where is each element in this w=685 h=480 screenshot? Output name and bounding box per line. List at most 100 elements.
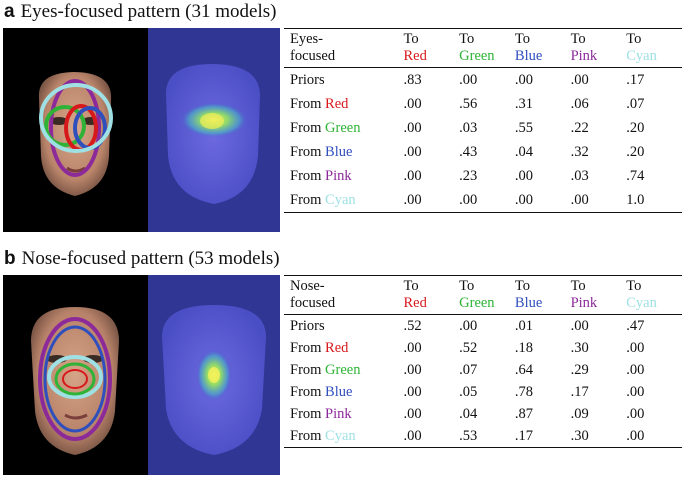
- table-cell: .52: [403, 318, 422, 334]
- col-header-blue: To Blue: [514, 31, 543, 64]
- table-cell: .23: [459, 168, 478, 184]
- table-cell: .00: [570, 318, 589, 334]
- table-cell: .00: [626, 340, 645, 356]
- col-header-green: To Green: [459, 278, 495, 311]
- table-cell: .01: [514, 318, 534, 334]
- nose-focused-figure: [3, 275, 280, 475]
- table-row-from-blue: From Blue .00 .05 .78 .17 .00: [284, 381, 682, 403]
- face-with-fixation-circles: [3, 275, 148, 475]
- table-cell: .87: [514, 406, 534, 422]
- blue-region: [43, 325, 107, 433]
- table-cell: .17: [626, 72, 645, 88]
- red-region: [62, 369, 88, 389]
- table-cell: .05: [459, 384, 478, 400]
- table-row-from-blue: From Blue .00 .43 .04 .32 .20: [284, 140, 682, 164]
- table-cell: .00: [626, 384, 645, 400]
- heatmap-face: [148, 275, 280, 475]
- table-cell: .64: [514, 362, 534, 378]
- heatmap-face: [148, 28, 280, 232]
- face-fixation-illustration: [38, 72, 113, 196]
- table-cell: .04: [459, 406, 478, 422]
- table-cell: .30: [570, 428, 589, 444]
- row-label: From Pink: [290, 168, 352, 184]
- corner-header: Eyes-focused: [290, 31, 336, 64]
- table-cell: .04: [514, 144, 534, 160]
- left-eye: [50, 117, 68, 125]
- table-cell: .00: [514, 192, 534, 208]
- panel-a-heading: a Eyes-focused pattern (31 models): [4, 0, 276, 24]
- table-cell: .00: [626, 406, 645, 422]
- table-cell: .56: [459, 96, 478, 112]
- table-cell: .06: [570, 96, 589, 112]
- panel-b: b Nose-focused pattern (53 models): [0, 247, 685, 480]
- row-label: From Red: [290, 96, 349, 112]
- table-cell: .47: [626, 318, 645, 334]
- green-region: [44, 105, 86, 147]
- table-row-priors: Priors .52 .00 .01 .00 .47: [284, 314, 682, 338]
- table-cell: .00: [514, 72, 534, 88]
- pink-region: [49, 79, 101, 177]
- cyan-region: [39, 83, 113, 153]
- table-row-priors: Priors .83 .00 .00 .00 .17: [284, 67, 682, 93]
- table-header-row: Nose-focused To Red To Green To Blue To Pink…: [284, 275, 682, 315]
- row-label: From Green: [290, 362, 361, 378]
- row-label: From Cyan: [290, 428, 356, 444]
- table-cell: 1.0: [626, 192, 645, 208]
- nose-peak: [208, 367, 220, 383]
- transition-table-b: Nose-focused To Red To Green To Blue To Pink…: [284, 275, 682, 448]
- panel-letter: a: [4, 1, 15, 22]
- table-cell: .00: [570, 192, 589, 208]
- table-cell: .00: [403, 192, 422, 208]
- col-header-pink: To Pink: [570, 31, 598, 64]
- row-label: From Blue: [290, 144, 353, 160]
- col-header-blue: To Blue: [514, 278, 543, 311]
- col-header-red: To Red: [403, 278, 427, 311]
- heatmap-illustration: [166, 64, 260, 204]
- table-cell: .31: [514, 96, 534, 112]
- table-cell: .20: [626, 120, 645, 136]
- col-header-cyan: To Cyan: [626, 31, 657, 64]
- table-cell: .74: [626, 168, 645, 184]
- mouth: [64, 413, 88, 420]
- table-row-from-green: From Green .00 .07 .64 .29 .00: [284, 359, 682, 381]
- table-cell: .00: [403, 340, 422, 356]
- col-header-green: To Green: [459, 31, 495, 64]
- table-row-from-green: From Green .00 .03 .55 .22 .20: [284, 116, 682, 140]
- table-cell: .32: [570, 144, 589, 160]
- eyes-peak: [200, 113, 224, 129]
- table-cell: .00: [459, 318, 478, 334]
- table-cell: .52: [459, 340, 478, 356]
- cyan-region: [47, 355, 103, 399]
- green-region: [54, 362, 96, 396]
- face-with-fixation-circles: [3, 28, 148, 232]
- table-cell: .55: [514, 120, 534, 136]
- panel-title: Nose-focused pattern (53 models): [21, 248, 280, 269]
- table-row-from-cyan: From Cyan .00 .53 .17 .30 .00: [284, 425, 682, 448]
- table-cell: .03: [570, 168, 589, 184]
- table-cell: .00: [403, 168, 422, 184]
- row-label: From Cyan: [290, 192, 356, 208]
- row-label: From Pink: [290, 406, 352, 422]
- row-label: From Red: [290, 340, 349, 356]
- table-cell: .18: [514, 340, 534, 356]
- row-label: Priors: [290, 318, 325, 334]
- table-row-from-red: From Red .00 .52 .18 .30 .00: [284, 337, 682, 359]
- table-cell: .07: [626, 96, 645, 112]
- panel-a: a Eyes-focused pattern (31 models): [0, 0, 685, 235]
- table-row-from-red: From Red .00 .56 .31 .06 .07: [284, 92, 682, 116]
- heatmap-illustration: [162, 305, 266, 455]
- table-row-from-pink: From Pink .00 .23 .00 .03 .74: [284, 164, 682, 188]
- panel-b-heading: b Nose-focused pattern (53 models): [4, 247, 280, 271]
- table-cell: .83: [403, 72, 422, 88]
- table-cell: .22: [570, 120, 589, 136]
- pink-region: [38, 317, 112, 441]
- panel-title: Eyes-focused pattern (31 models): [20, 1, 277, 22]
- table-cell: .00: [403, 144, 422, 160]
- table-cell: .00: [403, 96, 422, 112]
- table-cell: .00: [459, 192, 478, 208]
- row-label: From Blue: [290, 384, 353, 400]
- panel-letter: b: [4, 248, 16, 269]
- table-cell: .20: [626, 144, 645, 160]
- transition-table-a: Eyes-focused To Red To Green To Blue To Pink…: [284, 28, 682, 213]
- corner-header: Nose-focused: [290, 278, 336, 311]
